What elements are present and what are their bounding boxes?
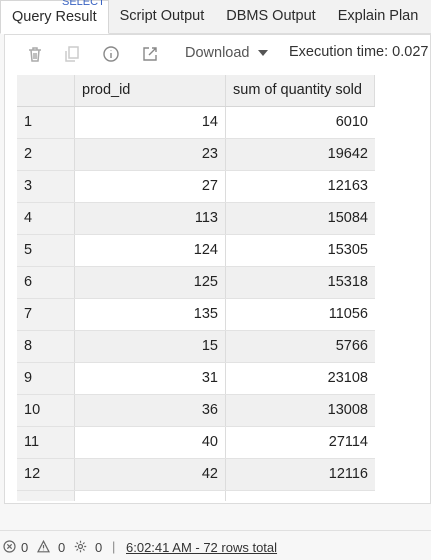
cell-sum-quantity[interactable]: 15305 — [327, 242, 368, 258]
column-header-sum-quantity[interactable]: sum of quantity sold — [226, 75, 375, 106]
cell-prod-id[interactable]: 42 — [75, 459, 226, 490]
table-row[interactable]: 6 125 15318 — [17, 267, 375, 299]
row-number: 4 — [17, 203, 75, 234]
cell-prod-id[interactable]: 40 — [75, 427, 226, 458]
copy-icon[interactable] — [63, 45, 81, 63]
row-number: 12 — [17, 459, 75, 490]
table-row[interactable]: 1 14 6010 — [17, 107, 375, 139]
cell-prod-id[interactable] — [75, 491, 226, 501]
query-result-panel: Download Execution time: 0.027 prod_id s… — [4, 34, 431, 504]
cell-sum-quantity[interactable]: 19642 — [226, 139, 375, 170]
cell-prod-id[interactable]: 15 — [75, 331, 226, 362]
table-row[interactable]: 5 124 15305 — [17, 235, 375, 267]
row-number: 2 — [17, 139, 75, 170]
row-number: 11 — [17, 427, 75, 458]
tab-explain-plan[interactable]: Explain Plan — [337, 8, 419, 24]
table-row-partial[interactable] — [17, 491, 375, 501]
output-tab-bar: Query Result Script Output DBMS Output E… — [0, 0, 431, 34]
cell-prod-id[interactable]: 135 — [75, 299, 226, 330]
table-row[interactable]: 3 27 12163 — [17, 171, 375, 203]
column-header-prod-id[interactable]: prod_id — [75, 75, 226, 106]
grid-header-row: prod_id sum of quantity sold — [17, 75, 375, 107]
cell-prod-id[interactable]: 113 — [75, 203, 226, 234]
table-row[interactable]: 4 113 15084 — [17, 203, 375, 235]
cell-prod-id[interactable]: 125 — [75, 267, 226, 298]
cell-sum-quantity[interactable]: 13008 — [226, 395, 375, 426]
row-number: 9 — [17, 363, 75, 394]
error-icon[interactable] — [3, 540, 16, 553]
tab-strip: Query Result Script Output DBMS Output E… — [0, 0, 429, 34]
row-number-header — [17, 75, 75, 106]
status-bar: 0 0 0 | 6:02:41 AM - 72 rows total — [0, 530, 431, 560]
table-row[interactable]: 7 135 11056 — [17, 299, 375, 331]
tab-script-output[interactable]: Script Output — [119, 8, 205, 24]
error-count: 0 — [21, 540, 29, 555]
row-number: 8 — [17, 331, 75, 362]
table-row[interactable]: 8 15 5766 — [17, 331, 375, 363]
row-number — [17, 491, 75, 501]
cell-prod-id[interactable]: 27 — [75, 171, 226, 202]
result-grid: prod_id sum of quantity sold 1 14 6010 2… — [17, 75, 375, 501]
cell-sum-quantity[interactable]: 12116 — [226, 459, 375, 490]
table-row[interactable]: 10 36 13008 — [17, 395, 375, 427]
jobs-count: 0 — [95, 540, 103, 555]
result-toolbar: Download Execution time: 0.027 — [5, 35, 431, 73]
cell-prod-id[interactable]: 124 — [75, 235, 226, 266]
info-icon[interactable] — [102, 45, 120, 63]
cell-prod-id[interactable]: 31 — [75, 363, 226, 394]
tab-dbms-output[interactable]: DBMS Output — [226, 8, 316, 24]
cell-sum-quantity[interactable]: 15084 — [226, 203, 375, 234]
row-number: 7 — [17, 299, 75, 330]
cell-prod-id[interactable]: 14 — [75, 107, 226, 138]
row-number: 10 — [17, 395, 75, 426]
download-label: Download — [185, 45, 250, 61]
cell-sum-quantity[interactable]: 23108 — [327, 370, 368, 386]
editor-peek-text: SELECT — [62, 0, 105, 8]
cell-sum-quantity[interactable]: 12163 — [327, 178, 368, 194]
table-row[interactable]: 2 23 19642 — [17, 139, 375, 171]
cell-sum-quantity[interactable] — [226, 491, 375, 501]
trash-icon[interactable] — [26, 45, 44, 63]
table-row[interactable]: 9 31 23108 — [17, 363, 375, 395]
warning-count: 0 — [58, 540, 66, 555]
cell-prod-id[interactable]: 36 — [75, 395, 226, 426]
tab-query-result[interactable]: Query Result — [0, 0, 109, 34]
status-separator: | — [112, 539, 116, 554]
table-row[interactable]: 12 42 12116 — [17, 459, 375, 491]
row-number: 6 — [17, 267, 75, 298]
chevron-down-icon — [257, 50, 268, 57]
cell-sum-quantity[interactable]: 5766 — [226, 331, 375, 362]
open-external-icon[interactable] — [141, 45, 159, 63]
table-row[interactable]: 11 40 27114 — [17, 427, 375, 459]
row-number: 5 — [17, 235, 75, 266]
cell-sum-quantity[interactable]: 11056 — [328, 306, 368, 322]
gear-icon[interactable] — [74, 540, 87, 553]
execution-summary-link[interactable]: 6:02:41 AM - 72 rows total — [126, 540, 278, 555]
row-number: 1 — [17, 107, 75, 138]
cell-sum-quantity[interactable]: 15318 — [226, 267, 375, 298]
cell-sum-quantity[interactable]: 27114 — [328, 434, 368, 450]
cell-sum-quantity[interactable]: 6010 — [335, 114, 368, 130]
warning-icon[interactable] — [37, 540, 50, 553]
execution-time: Execution time: 0.027 — [289, 44, 429, 60]
download-dropdown[interactable]: Download — [185, 45, 268, 61]
cell-prod-id[interactable]: 23 — [75, 139, 226, 170]
row-number: 3 — [17, 171, 75, 202]
